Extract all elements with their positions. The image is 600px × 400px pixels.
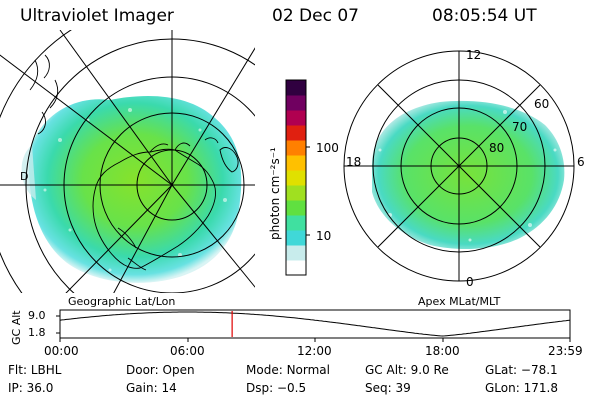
orbit-ylabel: GC Alt [10,310,23,345]
australia-coastline [219,147,239,173]
antarctica-coastline [92,148,217,269]
left-aurora-emission [29,95,242,283]
orbit-xtick-4: 23:59 [548,344,583,358]
colorbar-segment [286,125,306,141]
mlat-label-70: 70 [512,120,528,134]
info-gc-alt: GC Alt: 9.0 Re [365,363,449,377]
colorbar-segment [286,230,306,246]
orbit-xtick-1: 06:00 [170,344,205,358]
mlt-label-right: 6 [577,155,585,169]
orbit-xtick-3: 18:00 [425,344,460,358]
colorbar-segment [286,140,306,156]
info-ip: IP: 36.0 [8,381,54,395]
colorbar-segment [286,155,306,171]
colorbar-segment [286,185,306,201]
info-flt: Flt: LBHL [8,363,62,377]
mlt-label-bottom: 0 [466,275,474,289]
geographic-map [0,30,255,293]
info-mode: Mode: Normal [246,363,330,377]
colorbar-segment [286,80,306,96]
colorbar-segment [286,170,306,186]
orbit-altitude-plot [56,309,571,342]
info-gain: Gain: 14 [126,381,177,395]
app-title: Ultraviolet Imager [20,6,174,26]
colorbar-segment [286,95,306,111]
colorbar-segment [286,200,306,216]
colorbar-segment [286,245,306,261]
orbit-altitude-curve [59,311,571,337]
colorbar-frame [285,79,307,276]
colorbar-unit-label: photon cm⁻²s⁻¹ [268,147,282,240]
left-panel-caption: Geographic Lat/Lon [68,295,176,308]
mlat-label-60: 60 [534,97,550,111]
right-panel-caption: Apex MLat/MLT [418,295,501,308]
colorbar-segment [286,215,306,231]
orbit-ymin: 1.8 [28,326,46,339]
info-door: Door: Open [126,363,195,377]
colorbar-segment [286,260,306,276]
mlat-label-80: 80 [489,141,505,155]
date-label: 02 Dec 07 [272,6,359,26]
magnetic-polar-plot [343,50,575,282]
info-glat: GLat: −78.1 [485,363,558,377]
colorbar-tick-10: 10 [316,229,332,243]
orbit-xtick-0: 00:00 [44,344,79,358]
info-seq: Seq: 39 [365,381,411,395]
mlt-label-top: 12 [466,48,482,62]
info-dsp: Dsp: −0.5 [246,381,307,395]
colorbar [285,79,310,276]
colorbar-tick-100: 100 [316,141,339,155]
mlt-label-left: 18 [346,155,362,169]
time-label: 08:05:54 UT [432,6,537,26]
orbit-xtick-2: 12:00 [297,344,332,358]
info-glon: GLon: 171.8 [485,381,558,395]
left-panel-side-letter-text: D [20,170,29,183]
orbit-ymax: 9.0 [28,309,46,322]
colorbar-segment [286,110,306,126]
